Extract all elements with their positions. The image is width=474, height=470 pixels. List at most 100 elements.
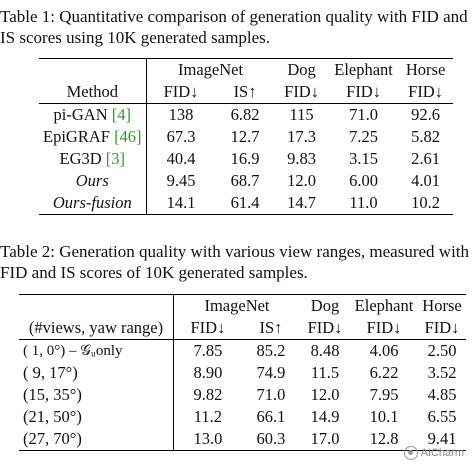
table-cell: 71.0 <box>256 385 286 404</box>
table-cell: 7.25 <box>349 127 378 146</box>
table-row: EpiGRAF [46] 67.3 12.7 17.3 7.25 5.82 <box>39 126 453 148</box>
table-row: (27, 70°) 13.0 60.3 17.0 12.8 9.41 <box>19 428 466 451</box>
table1-corner <box>39 58 147 81</box>
table-cell: 14.1 <box>146 192 216 215</box>
table1-group-imagenet: ImageNet <box>146 58 275 81</box>
table1-caption: Table 1: Quantitative comparison of gene… <box>0 7 468 47</box>
view-range-label: ( 1, 0°) – 𝒢ᵤonly <box>19 339 174 362</box>
table-row: ( 1, 0°) – 𝒢ᵤonly 7.85 85.2 8.48 4.06 2.… <box>19 339 466 362</box>
table-cell: 8.90 <box>193 363 223 382</box>
method-name: EpiGRAF <box>43 127 110 146</box>
citation-link[interactable]: [4] <box>111 105 131 124</box>
watermark: AICharm <box>403 446 464 460</box>
table2-group-elephant: Elephant <box>350 294 418 317</box>
table-cell: 14.7 <box>274 192 329 215</box>
table-cell: 138 <box>146 103 216 126</box>
table2-metric-header: FID↓ <box>307 318 343 337</box>
table2-caption: Table 2: Generation quality with various… <box>0 242 470 282</box>
table-cell: 12.0 <box>287 171 316 190</box>
table-cell: 10.1 <box>369 407 399 426</box>
method-name: pi-GAN <box>53 105 108 124</box>
table-cell: 6.82 <box>215 103 275 126</box>
table-cell: 7.85 <box>173 339 242 362</box>
table2-metric-header: FID↓ <box>190 318 226 337</box>
table-cell: 7.95 <box>369 385 399 404</box>
table1-group-dog: Dog <box>274 58 329 81</box>
table2-group-horse: Horse <box>418 294 466 317</box>
view-range-label: (21, 50°) <box>19 406 174 428</box>
table-cell: 9.45 <box>166 171 196 190</box>
table2-metric-header: FID↓ <box>366 318 402 337</box>
citation-link[interactable]: [3] <box>105 149 126 168</box>
table-cell: 16.9 <box>230 149 260 168</box>
table-cell: 2.50 <box>418 339 466 362</box>
table1-metric-header: FID↓ <box>284 82 319 101</box>
table-cell: 14.9 <box>310 407 340 426</box>
table2-group-dog: Dog <box>300 294 350 317</box>
table-cell: 11.0 <box>328 192 399 215</box>
table-cell: 8.48 <box>300 339 350 362</box>
table-cell: 11.2 <box>193 407 223 426</box>
view-range-label: (27, 70°) <box>19 428 174 451</box>
table-row: (15, 35°) 9.82 71.0 12.0 7.95 4.85 <box>19 384 466 406</box>
method-name: Ours <box>39 170 147 192</box>
table2-first-header: (#views, yaw range) <box>19 317 174 340</box>
table1-metric-header: FID↓ <box>408 82 443 101</box>
table-cell: 3.52 <box>427 363 457 382</box>
table1: ImageNet Dog Elephant Horse Method FID↓ … <box>39 58 453 215</box>
table-cell: 5.82 <box>411 127 440 146</box>
table-cell: 85.2 <box>241 339 300 362</box>
table-row: Ours 9.45 68.7 12.0 6.00 4.01 <box>39 170 453 192</box>
table-cell: 12.7 <box>230 127 260 146</box>
table-row: (21, 50°) 11.2 66.1 14.9 10.1 6.55 <box>19 406 466 428</box>
view-range-label: (15, 35°) <box>19 384 174 406</box>
table-cell: 74.9 <box>256 363 286 382</box>
table-cell: 12.8 <box>350 428 418 451</box>
table-cell: 4.85 <box>427 385 457 404</box>
charm-logo-icon <box>403 446 418 460</box>
table-cell: 9.41 <box>418 428 466 451</box>
table2: ImageNet Dog Elephant Horse (#views, yaw… <box>19 294 466 451</box>
table-row: Ours-fusion 14.1 61.4 14.7 11.0 10.2 <box>39 192 453 215</box>
watermark-text: AICharm <box>420 447 464 459</box>
table1-metric-header: FID↓ <box>346 82 381 101</box>
table1-method-header: Method <box>39 81 147 104</box>
table2-metric-header: FID↓ <box>424 318 460 337</box>
table-cell: 40.4 <box>166 149 196 168</box>
table-cell: 92.6 <box>398 103 453 126</box>
table-cell: 71.0 <box>328 103 399 126</box>
citation-link[interactable]: [46] <box>114 127 142 146</box>
table1-group-horse: Horse <box>398 58 453 81</box>
table-cell: 11.5 <box>310 363 340 382</box>
table-cell: 6.22 <box>369 363 399 382</box>
table-cell: 6.00 <box>349 171 378 190</box>
table-cell: 4.06 <box>350 339 418 362</box>
table1-group-elephant: Elephant <box>328 58 399 81</box>
table-cell: 68.7 <box>230 171 260 190</box>
method-name: EG3D <box>59 149 102 168</box>
table-cell: 4.01 <box>411 171 440 190</box>
table-cell: 17.0 <box>300 428 350 451</box>
table-cell: 9.83 <box>287 149 316 168</box>
table-cell: 67.3 <box>166 127 196 146</box>
table-cell: 2.61 <box>411 149 440 168</box>
table-cell: 12.0 <box>310 385 340 404</box>
table-cell: 13.0 <box>173 428 242 451</box>
table-cell: 66.1 <box>256 407 286 426</box>
method-name: Ours-fusion <box>39 192 147 215</box>
table-row: EG3D [3] 40.4 16.9 9.83 3.15 2.61 <box>39 148 453 170</box>
table-cell: 6.55 <box>427 407 457 426</box>
table2-group-imagenet: ImageNet <box>173 294 300 317</box>
table2-metric-header: IS↑ <box>259 318 283 337</box>
table1-metric-header: FID↓ <box>163 82 199 101</box>
table-cell: 61.4 <box>215 192 275 215</box>
table-row: ( 9, 17°) 8.90 74.9 11.5 6.22 3.52 <box>19 362 466 384</box>
table-cell: 17.3 <box>287 127 316 146</box>
table-cell: 10.2 <box>398 192 453 215</box>
table1-metric-header: IS↑ <box>233 82 257 101</box>
table-cell: 60.3 <box>241 428 300 451</box>
table-row: pi-GAN [4] 138 6.82 115 71.0 92.6 <box>39 103 453 126</box>
table2-corner <box>19 294 174 317</box>
table-cell: 9.82 <box>193 385 223 404</box>
table-cell: 115 <box>274 103 329 126</box>
